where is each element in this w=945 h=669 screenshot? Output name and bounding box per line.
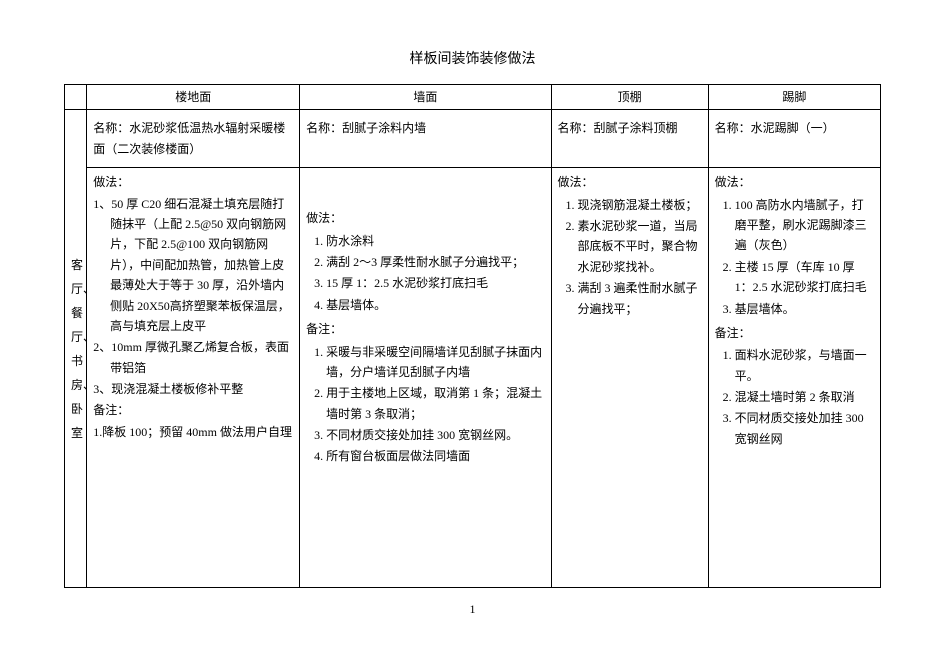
- wall-m4: 基层墙体。: [326, 295, 544, 315]
- ceiling-method-label: 做法：: [558, 172, 702, 192]
- floor-m3: 3、现浇混凝土楼板修补平整: [93, 379, 293, 399]
- header-kick: 踢脚: [708, 85, 880, 110]
- kick-n2: 混凝土墙时第 2 条取消: [735, 387, 874, 407]
- floor-n1: 1.降板 100；预留 40mm 做法用户自理: [93, 422, 293, 442]
- name-wall: 名称：刮腻子涂料内墙: [300, 110, 551, 168]
- floor-method-label: 做法：: [93, 172, 293, 192]
- name-floor: 名称：水泥砂浆低温热水辐射采暖楼面（二次装修楼面）: [87, 110, 300, 168]
- kick-cell: 做法： 100 高防水内墙腻子，打磨平整，刷水泥踢脚漆三遍（灰色） 主楼 15 …: [708, 168, 880, 588]
- header-rowlabel: [65, 85, 87, 110]
- page-title: 样板间装饰装修做法: [64, 48, 881, 68]
- kick-m2: 主楼 15 厚（车库 10 厚 1：2.5 水泥砂浆打底扫毛: [735, 257, 874, 298]
- content-row: 做法： 1、50 厚 C20 细石混凝土填充层随打随抹平（上配 2.5@50 双…: [65, 168, 881, 588]
- header-row: 楼地面 墙面 顶棚 踢脚: [65, 85, 881, 110]
- kick-n3: 不同材质交接处加挂 300宽钢丝网: [735, 408, 874, 449]
- floor-cell: 做法： 1、50 厚 C20 细石混凝土填充层随打随抹平（上配 2.5@50 双…: [87, 168, 300, 588]
- wall-n1: 采暖与非采暖空间隔墙详见刮腻子抹面内墙，分户墙详见刮腻子内墙: [326, 342, 544, 383]
- name-row: 客厅、餐厅、书房、卧室 名称：水泥砂浆低温热水辐射采暖楼面（二次装修楼面） 名称…: [65, 110, 881, 168]
- header-floor: 楼地面: [87, 85, 300, 110]
- wall-n4: 所有窗台板面层做法同墙面: [326, 446, 544, 466]
- floor-m1: 1、50 厚 C20 细石混凝土填充层随打随抹平（上配 2.5@50 双向钢筋网…: [93, 194, 293, 337]
- kick-method-label: 做法：: [715, 172, 874, 192]
- wall-note-list: 采暖与非采暖空间隔墙详见刮腻子抹面内墙，分户墙详见刮腻子内墙 用于主楼地上区域，…: [306, 342, 544, 467]
- kick-m1: 100 高防水内墙腻子，打磨平整，刷水泥踢脚漆三遍（灰色）: [735, 195, 874, 256]
- wall-m3: 15 厚 1：2.5 水泥砂浆打底扫毛: [326, 273, 544, 293]
- kick-method-list: 100 高防水内墙腻子，打磨平整，刷水泥踢脚漆三遍（灰色） 主楼 15 厚（车库…: [715, 195, 874, 319]
- ceiling-m2: 素水泥砂浆一道，当局部底板不平时，聚合物水泥砂浆找补。: [578, 216, 702, 277]
- room-label: 客厅、餐厅、书房、卧室: [65, 110, 87, 588]
- spec-table: 楼地面 墙面 顶棚 踢脚 客厅、餐厅、书房、卧室 名称：水泥砂浆低温热水辐射采暖…: [64, 84, 881, 588]
- wall-n3: 不同材质交接处加挂 300 宽钢丝网。: [326, 425, 544, 445]
- wall-n2: 用于主楼地上区域，取消第 1 条；混凝土墙时第 3 条取消；: [326, 383, 544, 424]
- name-ceiling: 名称：刮腻子涂料顶棚: [551, 110, 708, 168]
- wall-cell: 做法： 防水涂料 满刮 2～3 厚柔性耐水腻子分遍找平； 15 厚 1：2.5 …: [300, 168, 551, 588]
- wall-method-label: 做法：: [306, 208, 544, 228]
- wall-m1: 防水涂料: [326, 231, 544, 251]
- kick-n1: 面料水泥砂浆，与墙面一平。: [735, 345, 874, 386]
- kick-m3: 基层墙体。: [735, 299, 874, 319]
- ceiling-m1: 现浇钢筋混凝土楼板；: [578, 195, 702, 215]
- ceiling-m3: 满刮 3 遍柔性耐水腻子分遍找平；: [578, 278, 702, 319]
- kick-note-label: 备注：: [715, 323, 874, 343]
- header-wall: 墙面: [300, 85, 551, 110]
- wall-method-list: 防水涂料 满刮 2～3 厚柔性耐水腻子分遍找平； 15 厚 1：2.5 水泥砂浆…: [306, 231, 544, 316]
- wall-m2: 满刮 2～3 厚柔性耐水腻子分遍找平；: [326, 252, 544, 272]
- page-number: 1: [64, 602, 881, 617]
- header-ceiling: 顶棚: [551, 85, 708, 110]
- name-kick: 名称：水泥踢脚（一）: [708, 110, 880, 168]
- floor-note-label: 备注：: [93, 400, 293, 420]
- wall-note-label: 备注：: [306, 319, 544, 339]
- kick-note-list: 面料水泥砂浆，与墙面一平。 混凝土墙时第 2 条取消 不同材质交接处加挂 300…: [715, 345, 874, 449]
- ceiling-cell: 做法： 现浇钢筋混凝土楼板； 素水泥砂浆一道，当局部底板不平时，聚合物水泥砂浆找…: [551, 168, 708, 588]
- ceiling-method-list: 现浇钢筋混凝土楼板； 素水泥砂浆一道，当局部底板不平时，聚合物水泥砂浆找补。 满…: [558, 195, 702, 319]
- floor-m2: 2、10mm 厚微孔聚乙烯复合板，表面带铝箔: [93, 337, 293, 378]
